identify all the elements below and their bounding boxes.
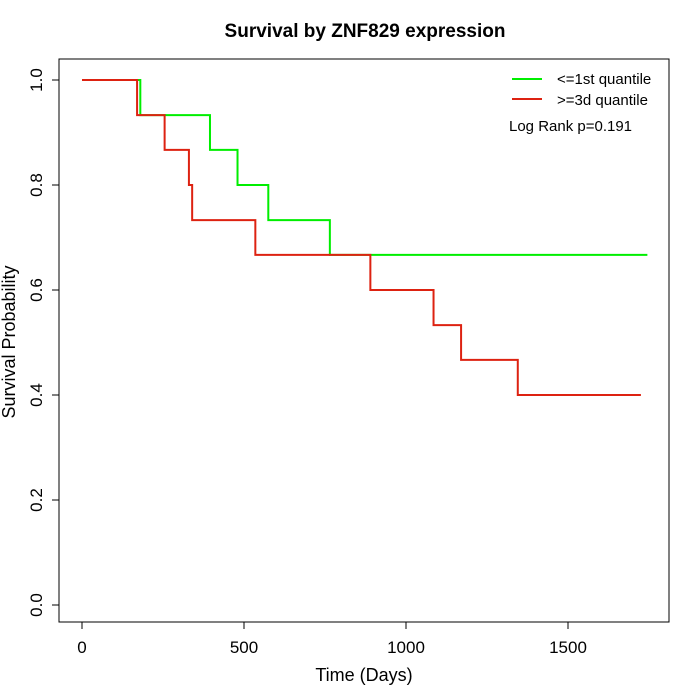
curve-high-expression xyxy=(82,79,641,396)
y-tick-label: 0.8 xyxy=(27,173,46,197)
y-tick-label: 1.0 xyxy=(27,68,46,92)
curve-low-expression xyxy=(82,79,648,256)
survival-curves xyxy=(82,79,648,396)
legend: <=1st quantile >=3d quantile xyxy=(512,71,651,109)
y-tick-label: 0.6 xyxy=(27,278,46,302)
plot-frame xyxy=(58,58,670,623)
y-tick-label: 0.4 xyxy=(27,383,46,407)
legend-label-low: <=1st quantile xyxy=(557,71,651,88)
x-tick-label: 500 xyxy=(230,638,258,657)
x-tick-label: 1000 xyxy=(387,638,425,657)
x-tick-label: 0 xyxy=(77,638,86,657)
y-axis-label: Survival Probability xyxy=(0,265,19,418)
x-axis: 0 500 1000 1500 xyxy=(77,622,587,657)
chart-title: Survival by ZNF829 expression xyxy=(225,21,506,42)
log-rank-annotation: Log Rank p=0.191 xyxy=(509,118,632,135)
y-tick-label: 0.2 xyxy=(27,488,46,512)
y-tick-label: 0.0 xyxy=(27,593,46,617)
x-axis-label: Time (Days) xyxy=(315,665,412,685)
x-tick-label: 1500 xyxy=(549,638,587,657)
y-axis: 0.0 0.2 0.4 0.6 0.8 1.0 xyxy=(27,68,59,617)
legend-label-high: >=3d quantile xyxy=(557,92,648,109)
